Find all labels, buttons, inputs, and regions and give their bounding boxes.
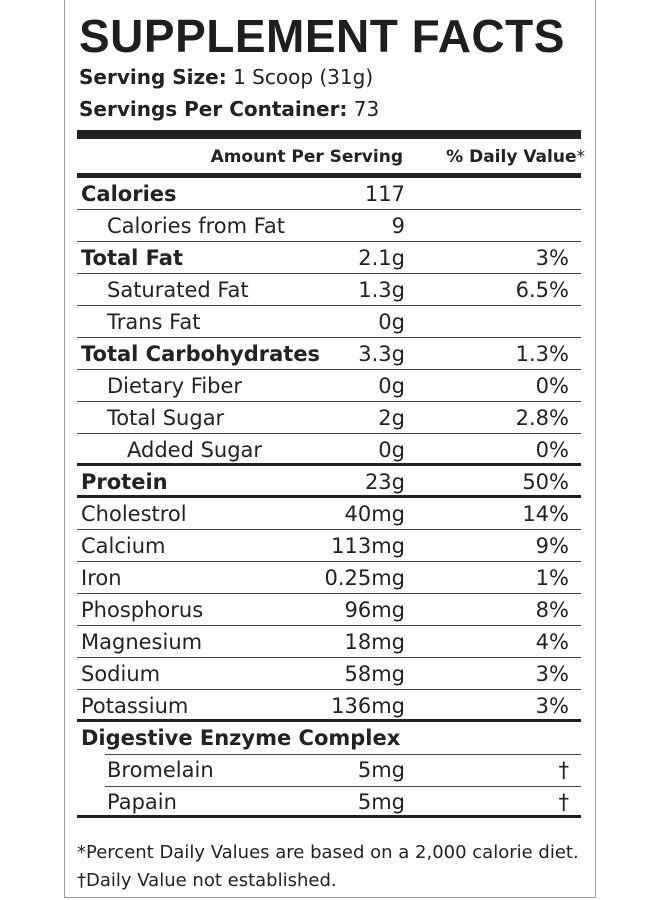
nutrient-row: Calcium 113mg 9% — [77, 530, 581, 562]
nutrient-name: Potassium — [81, 694, 189, 718]
nutrient-name: Bromelain — [107, 758, 214, 782]
nutrient-name: Calories — [81, 182, 177, 206]
nutrient-row: Cholestrol 40mg 14% — [77, 498, 581, 530]
nutrient-row: Calories from Fat 9 — [77, 210, 581, 242]
nutrient-name: Dietary Fiber — [107, 374, 243, 398]
servings-per-container-line: Servings Per Container: 73 — [79, 96, 379, 122]
nutrient-amount: 1.3g — [358, 278, 405, 302]
nutrient-amount: 5mg — [357, 758, 405, 782]
nutrient-name: Papain — [107, 790, 177, 814]
nutrient-row: Total Fat 2.1g 3% — [77, 242, 581, 274]
nutrient-amount: 0g — [378, 374, 405, 398]
thick-divider — [77, 130, 581, 139]
nutrient-amount: 3.3g — [358, 342, 405, 366]
header-divider — [77, 173, 581, 178]
label-title: SUPPLEMENT FACTS — [79, 10, 565, 62]
nutrient-dv: † — [558, 790, 570, 814]
nutrient-dv: 9% — [535, 534, 569, 558]
nutrient-name: Trans Fat — [107, 310, 201, 334]
servings-per-container-label: Servings Per Container: — [79, 97, 348, 121]
nutrient-dv: 50% — [522, 470, 569, 494]
nutrient-row: Potassium 136mg 3% — [77, 690, 581, 722]
nutrient-table: Calories 117 Calories from Fat 9 Total F… — [77, 178, 581, 818]
nutrient-row: Magnesium 18mg 4% — [77, 626, 581, 658]
nutrient-dv: 14% — [522, 502, 569, 526]
nutrient-amount: 18mg — [344, 630, 405, 654]
nutrient-row: Saturated Fat 1.3g 6.5% — [77, 274, 581, 306]
nutrient-amount: 9 — [391, 214, 405, 238]
nutrient-name: Protein — [81, 470, 168, 494]
nutrient-name: Total Carbohydrates — [81, 342, 321, 366]
nutrient-row: Protein 23g 50% — [77, 466, 581, 498]
nutrient-row: Iron 0.25mg 1% — [77, 562, 581, 594]
nutrient-amount: 58mg — [344, 662, 405, 686]
serving-size-label: Serving Size: — [79, 65, 227, 89]
nutrient-name: Digestive Enzyme Complex — [81, 726, 401, 750]
daily-value-header: % Daily Value* — [415, 142, 585, 172]
nutrient-name: Total Sugar — [107, 406, 225, 430]
nutrient-row: Bromelain 5mg † — [77, 754, 581, 787]
footnote-daily-values: *Percent Daily Values are based on a 2,0… — [77, 842, 579, 863]
nutrient-row: Sodium 58mg 3% — [77, 658, 581, 690]
nutrient-row: Total Sugar 2g 2.8% — [77, 402, 581, 434]
nutrient-row: Dietary Fiber 0g 0% — [77, 370, 581, 402]
nutrient-amount: 117 — [364, 182, 405, 206]
nutrient-name: Magnesium — [81, 630, 203, 654]
nutrient-name: Sodium — [81, 662, 161, 686]
nutrient-amount: 23g — [364, 470, 405, 494]
nutrient-amount: 2g — [378, 406, 405, 430]
nutrient-dv: 1% — [535, 566, 569, 590]
nutrient-amount: 5mg — [357, 790, 405, 814]
serving-size-line: Serving Size: 1 Scoop (31g) — [79, 64, 373, 90]
supplement-facts-label: SUPPLEMENT FACTS Serving Size: 1 Scoop (… — [64, 0, 596, 898]
nutrient-row: Total Carbohydrates 3.3g 1.3% — [77, 338, 581, 370]
nutrient-dv: 1.3% — [515, 342, 569, 366]
nutrient-row: Digestive Enzyme Complex — [77, 722, 581, 755]
nutrient-name: Calcium — [81, 534, 166, 558]
nutrient-amount: 113mg — [331, 534, 405, 558]
nutrient-row: Phosphorus 96mg 8% — [77, 594, 581, 626]
nutrient-amount: 0g — [378, 310, 405, 334]
nutrient-row: Calories 117 — [77, 178, 581, 210]
nutrient-name: Added Sugar — [127, 438, 263, 462]
nutrient-dv: 3% — [535, 694, 569, 718]
nutrient-dv: 2.8% — [515, 406, 569, 430]
nutrient-dv: 3% — [535, 246, 569, 270]
nutrient-name: Calories from Fat — [107, 214, 286, 238]
servings-per-container-value: 73 — [353, 97, 380, 121]
nutrient-name: Total Fat — [81, 246, 184, 270]
serving-size-value: 1 Scoop (31g) — [233, 65, 374, 89]
nutrient-name: Iron — [81, 566, 122, 590]
nutrient-row: Added Sugar 0g 0% — [77, 434, 581, 466]
footnote-not-established: †Daily Value not established. — [77, 870, 337, 891]
nutrient-amount: 0.25mg — [324, 566, 405, 590]
nutrient-row: Papain 5mg † — [77, 786, 581, 818]
nutrient-dv: † — [558, 758, 570, 782]
nutrient-name: Phosphorus — [81, 598, 204, 622]
nutrient-dv: 0% — [535, 374, 569, 398]
nutrient-dv: 6.5% — [515, 278, 569, 302]
nutrient-name: Saturated Fat — [107, 278, 249, 302]
nutrient-name: Cholestrol — [81, 502, 187, 526]
row-divider — [105, 785, 581, 787]
nutrient-amount: 0g — [378, 438, 405, 462]
nutrient-amount: 96mg — [344, 598, 405, 622]
nutrient-row: Trans Fat 0g — [77, 306, 581, 338]
daily-value-header-text: % Daily Value — [446, 147, 577, 167]
row-divider — [105, 753, 581, 755]
nutrient-amount: 136mg — [331, 694, 405, 718]
nutrient-dv: 0% — [535, 438, 569, 462]
nutrient-dv: 8% — [535, 598, 569, 622]
nutrient-amount: 2.1g — [358, 246, 405, 270]
nutrient-dv: 3% — [535, 662, 569, 686]
nutrient-dv: 4% — [535, 630, 569, 654]
nutrient-amount: 40mg — [344, 502, 405, 526]
daily-value-header-mark: * — [576, 147, 586, 167]
amount-per-serving-header: Amount Per Serving — [210, 147, 403, 167]
